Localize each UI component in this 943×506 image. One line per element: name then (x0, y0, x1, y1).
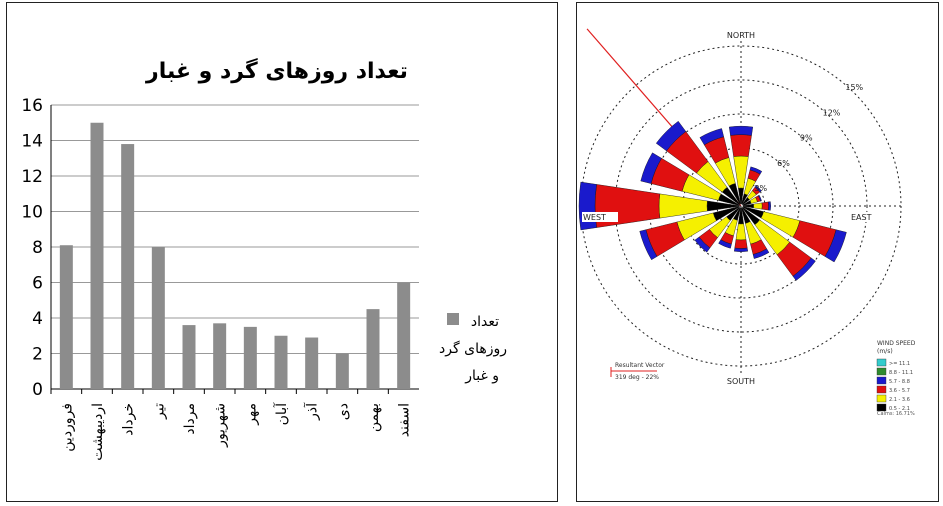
bar (213, 323, 227, 389)
y-tick-label: 12 (21, 167, 43, 187)
x-tick-label: مهر (243, 403, 259, 426)
wind-speed-legend-item: 0.5 - 2.1 (889, 406, 910, 412)
direction-label-east: EAST (851, 213, 872, 222)
wind-speed-legend-item: 8.8 - 11.1 (889, 370, 913, 376)
y-tick-label: 6 (32, 274, 43, 294)
petal-segment (752, 248, 770, 259)
direction-label-south: SOUTH (727, 377, 755, 386)
petal-segment (734, 247, 748, 252)
petal-segment (639, 229, 658, 261)
x-tick-label: تیر (151, 403, 167, 420)
wind-speed-swatch (876, 394, 887, 403)
wind-speed-swatch (876, 367, 887, 376)
resultant-vector-value: 319 deg - 22% (615, 374, 659, 381)
petal-segment (730, 134, 752, 157)
resultant-vector-label: Resultant Vector (615, 362, 665, 369)
bar (182, 325, 196, 389)
x-tick-label: آبان (273, 402, 290, 425)
petal-segment (754, 185, 762, 193)
wind-speed-swatch (876, 358, 887, 367)
wind-speed-legend-item: 5.7 - 8.8 (889, 379, 910, 385)
frequency-ring (648, 113, 834, 299)
petal-segment (655, 120, 687, 152)
x-tick-label: فروردین (59, 403, 75, 452)
x-tick-label: اردیبهشت (90, 403, 106, 461)
direction-label-north: NORTH (727, 31, 755, 40)
legend-label-line-3: و غبار (464, 368, 499, 384)
bar (335, 353, 349, 389)
petal-segment (733, 155, 749, 189)
wind-speed-legend-item: >= 11.1 (889, 361, 910, 367)
petal-segment (694, 236, 711, 253)
x-tick-label: آذر (304, 402, 321, 421)
petal-segment (718, 239, 732, 249)
y-tick-label: 8 (32, 238, 43, 258)
ring-label: 9% (800, 134, 813, 143)
x-tick-label: خرداد (121, 403, 137, 436)
ring-label: 3% (754, 184, 767, 193)
petal-segment (824, 229, 847, 263)
ring-label: 6% (777, 159, 790, 168)
petal-segment (757, 194, 762, 202)
bar (397, 282, 411, 389)
wind-speed-legend-item: 2.1 - 3.6 (889, 397, 910, 403)
calms-label: Calms: 16.71% (877, 411, 915, 417)
wind-rose-panel: 3% 6% 9% 12% 15% NORTH EAST SOUTH WEST Resultan… (576, 2, 939, 502)
y-tick-label: 16 (21, 96, 43, 116)
x-tick-label: بهمن (366, 403, 382, 432)
direction-label-bg (850, 212, 886, 222)
dust-days-bar-chart: تعداد روزهای گرد و غبار 0 2 4 6 8 10 12 14 16 فر… (21, 57, 507, 461)
petal-segment (749, 166, 763, 175)
legend-label-line-2: روزهای گرد (439, 340, 507, 357)
x-tick-label: مرداد (182, 403, 198, 435)
x-tick-label: دی (335, 403, 351, 420)
wind-speed-swatch (876, 376, 887, 385)
bar (90, 122, 104, 389)
bar (274, 335, 288, 389)
petal-segment (640, 152, 662, 184)
y-tick-label: 14 (21, 132, 43, 152)
petal-segment (735, 223, 747, 241)
y-tick-label: 0 (32, 380, 43, 400)
legend-label: تعداد (471, 314, 499, 330)
petal-segment (761, 201, 769, 211)
legend-swatch (447, 313, 459, 325)
y-tick-label: 4 (32, 309, 43, 329)
direction-label-bg (582, 212, 618, 222)
direction-label-bg (723, 376, 759, 386)
x-tick-label: اسفند (397, 403, 413, 437)
direction-label-bg (723, 30, 759, 40)
petal-segment (792, 257, 816, 281)
ring-label: 12% (823, 108, 841, 117)
petal-segment (728, 125, 754, 136)
y-tick-label: 2 (32, 345, 43, 365)
ring-label: 15% (845, 83, 863, 92)
wind-rose-chart: 3% 6% 9% 12% 15% NORTH EAST SOUTH WEST Resultan… (578, 28, 916, 417)
petal-segment (658, 193, 708, 219)
bar (305, 337, 319, 389)
petal-segment (768, 201, 771, 211)
bar (59, 245, 73, 389)
direction-label-west: WEST (583, 213, 606, 222)
bar (121, 144, 135, 389)
dust-days-chart-panel: تعداد روزهای گرد و غبار 0 2 4 6 8 10 12 14 16 فر… (6, 2, 558, 502)
wind-speed-swatch (876, 403, 887, 412)
petal-segment (734, 239, 748, 249)
bar (366, 309, 380, 389)
wind-speed-swatch (876, 385, 887, 394)
chart-title: تعداد روزهای گرد و غبار (145, 57, 408, 84)
bar (243, 326, 257, 389)
wind-speed-legend-title: WIND SPEED (877, 340, 916, 347)
petal-segment (753, 202, 763, 210)
wind-speed-legend-unit: (m/s) (877, 348, 893, 355)
y-tick-label: 10 (21, 203, 43, 223)
petal-segment (578, 181, 597, 231)
petal-segment (699, 128, 724, 146)
x-tick-label: شهریور (213, 403, 229, 448)
wind-speed-legend-item: 3.6 - 5.7 (889, 388, 910, 394)
bar (151, 247, 165, 389)
